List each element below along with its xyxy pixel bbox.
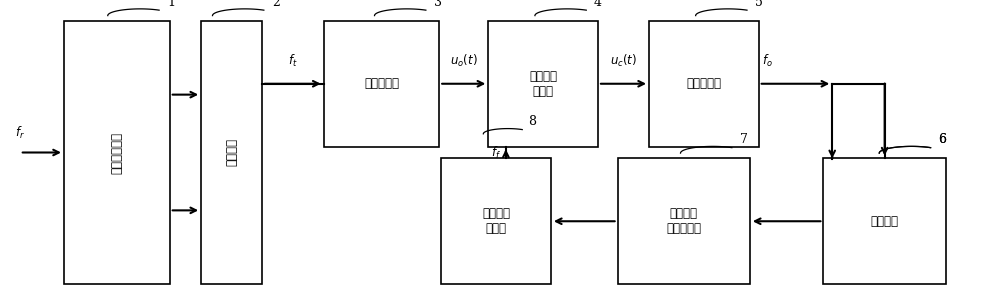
Text: 射频开关: 射频开关 — [225, 138, 238, 167]
Text: 预分频器: 预分频器 — [871, 215, 899, 228]
Text: 5: 5 — [755, 0, 763, 9]
Text: $u_c(t)$: $u_c(t)$ — [610, 53, 637, 69]
Bar — [823, 159, 946, 284]
Text: 鉴频鉴相器: 鉴频鉴相器 — [364, 77, 399, 90]
Text: $f_o$: $f_o$ — [762, 53, 772, 69]
Text: $f_r$: $f_r$ — [15, 124, 25, 141]
Text: 第一环路
滤波器: 第一环路 滤波器 — [529, 70, 557, 98]
Bar — [649, 21, 759, 146]
Text: 4: 4 — [594, 0, 602, 9]
Text: 8: 8 — [528, 115, 536, 128]
Text: $u_o(t)$: $u_o(t)$ — [450, 53, 478, 69]
Bar — [324, 21, 439, 146]
Text: $f_t$: $f_t$ — [288, 53, 298, 69]
Text: 6: 6 — [938, 133, 946, 146]
Bar — [64, 21, 170, 284]
Text: 2: 2 — [272, 0, 280, 9]
Bar — [201, 21, 262, 284]
Bar — [488, 21, 598, 146]
Text: 第二环路
滤波器: 第二环路 滤波器 — [482, 207, 510, 235]
Text: 频率合成单元: 频率合成单元 — [110, 131, 123, 174]
Text: 压控振荡器: 压控振荡器 — [686, 77, 721, 90]
Bar — [441, 159, 551, 284]
Text: 6: 6 — [938, 133, 946, 146]
Text: $f_f$: $f_f$ — [491, 145, 501, 160]
Bar — [618, 159, 750, 284]
Text: 直接数字
频率合成器: 直接数字 频率合成器 — [666, 207, 701, 235]
Text: 1: 1 — [167, 0, 175, 9]
Text: 7: 7 — [740, 133, 748, 146]
Text: 3: 3 — [434, 0, 442, 9]
